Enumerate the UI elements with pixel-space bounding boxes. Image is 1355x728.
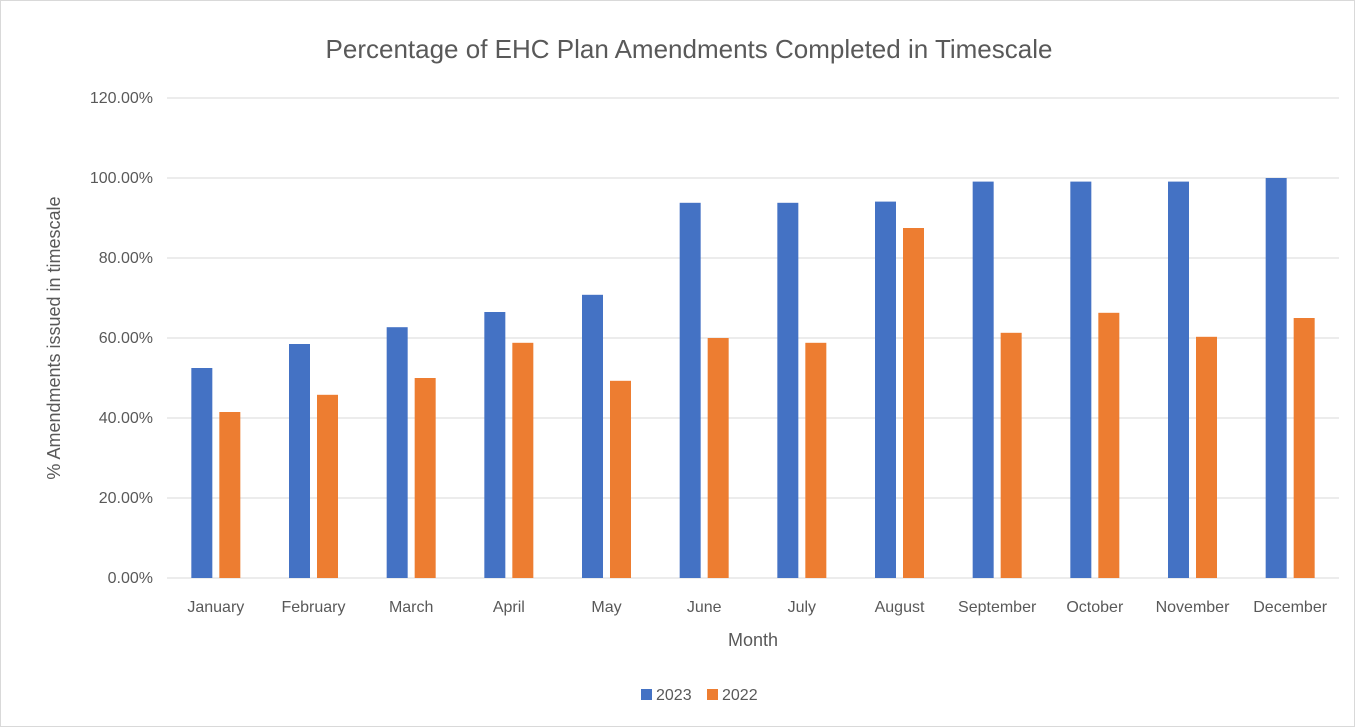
y-tick-label: 40.00% xyxy=(99,410,153,427)
x-tick-label: August xyxy=(875,599,925,616)
y-tick-label: 80.00% xyxy=(99,250,153,267)
bar-2022-december xyxy=(1293,318,1315,578)
x-tick-label: May xyxy=(591,599,621,616)
y-tick-label: 0.00% xyxy=(108,570,153,587)
bar-2023-july xyxy=(777,202,799,579)
bar-2023-october xyxy=(1070,181,1092,578)
x-tick-label: July xyxy=(788,599,816,616)
x-tick-label: September xyxy=(958,599,1037,616)
bar-2022-september xyxy=(1000,332,1022,578)
bar-2022-may xyxy=(610,380,631,578)
x-tick-label: February xyxy=(281,599,345,616)
chart-title: Percentage of EHC Plan Amendments Comple… xyxy=(326,34,1053,64)
x-tick-labels: January February March April May June July Augu… xyxy=(187,599,1327,616)
bar-2023-august xyxy=(875,201,896,578)
y-tick-labels: 0.00% 20.00% 40.00% 60.00% 80.00% 100.00% 120.… xyxy=(90,90,153,587)
bar-2023-april xyxy=(484,312,506,578)
bar-2023-september xyxy=(972,181,994,578)
gridlines xyxy=(167,97,1339,579)
legend: 2023 2022 xyxy=(641,687,758,704)
bar-2023-march xyxy=(386,327,408,578)
bar-2022-february xyxy=(317,394,338,578)
bar-2023-may xyxy=(582,294,603,578)
x-tick-label: October xyxy=(1066,599,1124,616)
x-tick-label: December xyxy=(1253,599,1327,616)
y-tick-label: 20.00% xyxy=(99,490,153,507)
x-tick-label: November xyxy=(1156,599,1230,616)
bar-2023-february xyxy=(289,344,310,578)
bar-2023-november xyxy=(1168,181,1189,578)
bars xyxy=(191,178,1315,579)
y-tick-label: 120.00% xyxy=(90,90,153,107)
x-tick-label: January xyxy=(187,599,244,616)
y-tick-label: 60.00% xyxy=(99,330,153,347)
x-axis-title: Month xyxy=(728,630,778,650)
bar-2023-january xyxy=(191,368,213,578)
bar-2022-july xyxy=(805,342,827,578)
x-tick-label: June xyxy=(687,599,722,616)
legend-label-2022: 2022 xyxy=(722,687,758,704)
legend-swatch-2022 xyxy=(707,689,718,700)
bar-2022-november xyxy=(1196,336,1217,578)
bar-2022-august xyxy=(903,228,924,578)
y-tick-label: 100.00% xyxy=(90,170,153,187)
bar-2023-december xyxy=(1265,178,1287,578)
bar-2022-april xyxy=(512,342,534,578)
legend-label-2023: 2023 xyxy=(656,687,692,704)
bar-2023-june xyxy=(679,202,701,579)
bar-2022-october xyxy=(1098,312,1120,578)
x-tick-label: April xyxy=(493,599,525,616)
legend-swatch-2023 xyxy=(641,689,652,700)
x-tick-label: March xyxy=(389,599,433,616)
bar-2022-march xyxy=(414,378,436,578)
y-axis-title: % Amendments issued in timescale xyxy=(44,196,64,479)
bar-2022-june xyxy=(707,338,729,578)
bar-2022-january xyxy=(219,412,241,578)
